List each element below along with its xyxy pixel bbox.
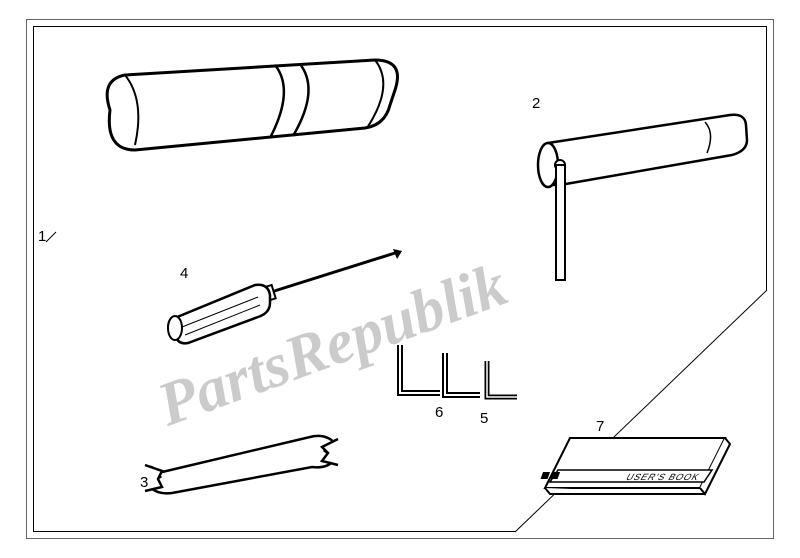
label-2: 2	[532, 95, 540, 112]
label-6: 6	[435, 404, 443, 421]
open-wrench-icon	[120, 415, 350, 495]
booklet-icon	[540, 420, 740, 510]
hex-keys-icon	[385, 335, 545, 425]
label-1-tick	[46, 232, 58, 244]
label-7: 7	[596, 418, 604, 435]
label-4: 4	[180, 265, 188, 282]
tool-roll-icon	[95, 50, 415, 170]
label-3: 3	[140, 474, 148, 491]
label-5: 5	[480, 410, 488, 427]
plug-wrench-icon	[470, 95, 760, 285]
booklet-title: USER'S BOOK	[624, 472, 702, 482]
screwdriver-icon	[140, 235, 420, 345]
